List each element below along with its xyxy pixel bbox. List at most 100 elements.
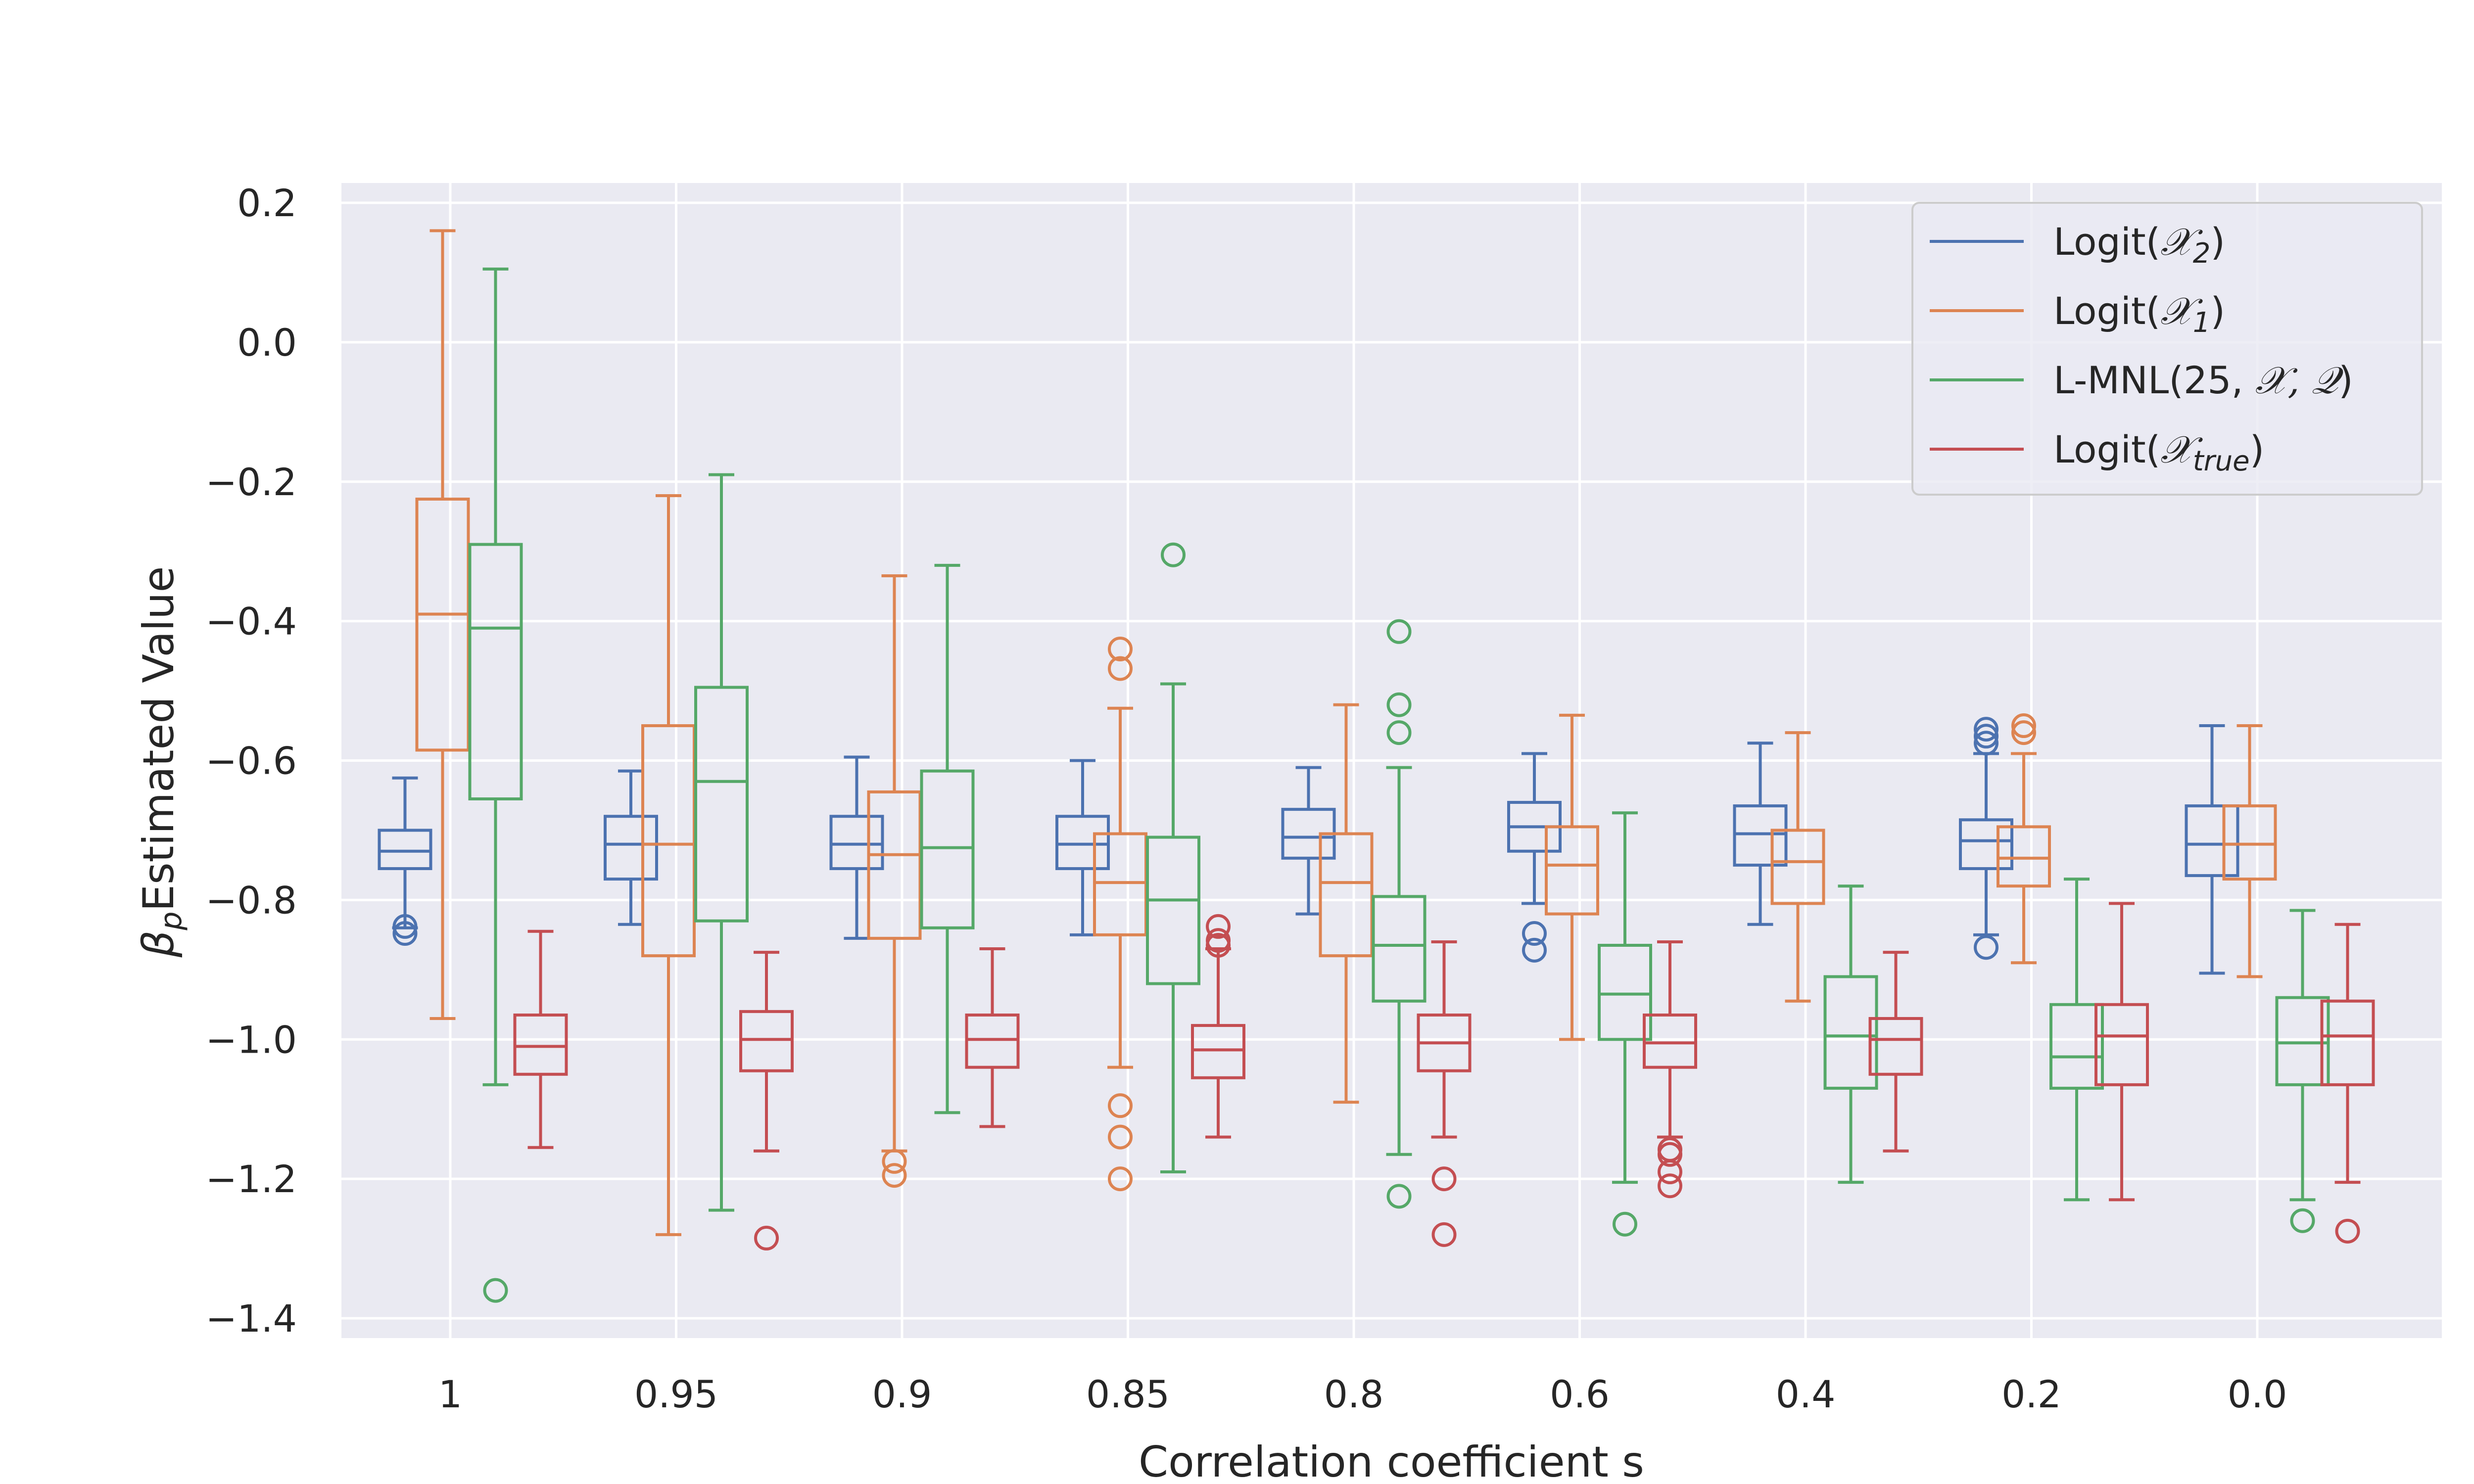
box-body bbox=[1733, 804, 1788, 867]
flier-point bbox=[1658, 1173, 1682, 1199]
box-body bbox=[739, 1010, 794, 1072]
box-body bbox=[1191, 1024, 1245, 1079]
series-2 bbox=[415, 229, 2277, 1236]
box-body bbox=[2185, 804, 2239, 878]
box bbox=[1868, 951, 1923, 1153]
x-tick-label: 0.95 bbox=[634, 1372, 718, 1416]
box bbox=[829, 755, 884, 940]
x-tick-label: 0.4 bbox=[1776, 1372, 1836, 1416]
flier-point bbox=[1974, 935, 1998, 960]
flier-point bbox=[1974, 717, 1998, 742]
box bbox=[1093, 637, 1147, 1192]
box-body bbox=[468, 543, 523, 801]
legend-entry-tail: ) bbox=[2250, 427, 2265, 471]
box bbox=[739, 951, 794, 1251]
box bbox=[2320, 923, 2375, 1244]
box-body bbox=[2222, 804, 2277, 881]
box bbox=[2049, 878, 2104, 1202]
y-axis-title: βpEstimated Value bbox=[134, 566, 189, 958]
box bbox=[2094, 902, 2149, 1202]
legend-frame bbox=[1911, 202, 2423, 496]
box bbox=[1417, 940, 1472, 1247]
box-body bbox=[1146, 835, 1200, 985]
legend-entry-symbol: 𝒳, 𝒬 bbox=[2255, 358, 2344, 402]
flier-point bbox=[1431, 1222, 1457, 1247]
box-body bbox=[2275, 996, 2330, 1086]
y-tick-label: −0.8 bbox=[205, 878, 297, 922]
box bbox=[1997, 713, 2051, 965]
y-tick-label: −0.2 bbox=[205, 460, 297, 504]
box bbox=[1598, 811, 1652, 1237]
flier-point bbox=[1108, 637, 1133, 661]
flier-point bbox=[2011, 720, 2036, 745]
flier-point bbox=[754, 1225, 779, 1251]
box-body bbox=[1770, 829, 1825, 905]
grid-lines bbox=[341, 183, 2442, 1338]
y-tick-label: −1.0 bbox=[205, 1018, 297, 1062]
y-tick-labels: 0.2 0.0 −0.2 −0.4 −0.6 −0.8 −1.0 −1.2 −1.4 bbox=[205, 181, 297, 1341]
box-body bbox=[1545, 825, 1599, 916]
box bbox=[604, 769, 658, 926]
box-body bbox=[1823, 975, 1878, 1090]
y-tick-label: −0.4 bbox=[205, 600, 297, 644]
flier-point bbox=[1974, 731, 1998, 756]
flier-point bbox=[1206, 914, 1231, 939]
box bbox=[468, 267, 523, 1303]
x-tick-label: 0.8 bbox=[1324, 1372, 1384, 1416]
flier-point bbox=[1658, 1142, 1682, 1167]
y-axis-symbol-sub: p bbox=[154, 911, 189, 930]
box-body bbox=[1319, 832, 1374, 958]
y-axis-label: Estimated Value bbox=[134, 566, 184, 912]
y-axis-symbol: β bbox=[134, 930, 184, 958]
box-body bbox=[920, 769, 975, 929]
box bbox=[1823, 884, 1878, 1184]
box-body bbox=[829, 815, 884, 870]
box bbox=[1191, 914, 1245, 1139]
x-tick-label: 1 bbox=[438, 1372, 462, 1416]
box-body bbox=[694, 686, 749, 923]
flier-point bbox=[1522, 937, 1547, 963]
box bbox=[2185, 724, 2239, 975]
box bbox=[920, 563, 975, 1114]
y-tick-label: 0.2 bbox=[237, 181, 297, 225]
flier-point bbox=[1974, 724, 1998, 749]
series-3 bbox=[468, 267, 2330, 1303]
box-body bbox=[1372, 895, 1427, 1003]
box-body bbox=[2094, 1003, 2149, 1086]
legend-entry-tail: ) bbox=[2210, 289, 2225, 333]
x-tick-label: 0.0 bbox=[2228, 1372, 2287, 1416]
box-body bbox=[378, 829, 432, 870]
box-body bbox=[1868, 1017, 1923, 1076]
legend-entry-subscript: 2 bbox=[2193, 237, 2211, 270]
box-body bbox=[1643, 1013, 1697, 1069]
series-4 bbox=[513, 902, 2375, 1251]
flier-point bbox=[1386, 1184, 1412, 1209]
legend-entry-base: L-MNL(25, bbox=[2053, 358, 2255, 402]
box bbox=[694, 473, 749, 1212]
box-body bbox=[604, 815, 658, 881]
box bbox=[378, 776, 432, 946]
legend-entry-base: Logit( bbox=[2053, 427, 2160, 471]
box-body bbox=[1598, 943, 1652, 1041]
flier-point bbox=[392, 921, 418, 946]
box bbox=[1372, 619, 1427, 1209]
flier-point bbox=[1386, 619, 1412, 644]
box-body bbox=[1055, 815, 1110, 870]
flier-point bbox=[1431, 1166, 1457, 1192]
flier-point bbox=[1386, 692, 1412, 717]
box bbox=[2275, 909, 2330, 1233]
box bbox=[513, 929, 568, 1149]
flier-point bbox=[483, 1278, 508, 1303]
flier-point bbox=[1206, 932, 1231, 958]
box bbox=[1770, 731, 1825, 1003]
legend-entry: Logit(𝒳2) bbox=[2053, 220, 2225, 270]
box bbox=[2222, 724, 2277, 978]
box-body bbox=[965, 1013, 1020, 1069]
legend-entry-base: Logit( bbox=[2053, 289, 2160, 333]
box-body bbox=[2320, 999, 2375, 1086]
box bbox=[1319, 703, 1374, 1104]
box bbox=[1545, 713, 1599, 1041]
flier-point bbox=[2011, 713, 2036, 739]
legend-entry: Logit(𝒳1) bbox=[2053, 289, 2225, 339]
